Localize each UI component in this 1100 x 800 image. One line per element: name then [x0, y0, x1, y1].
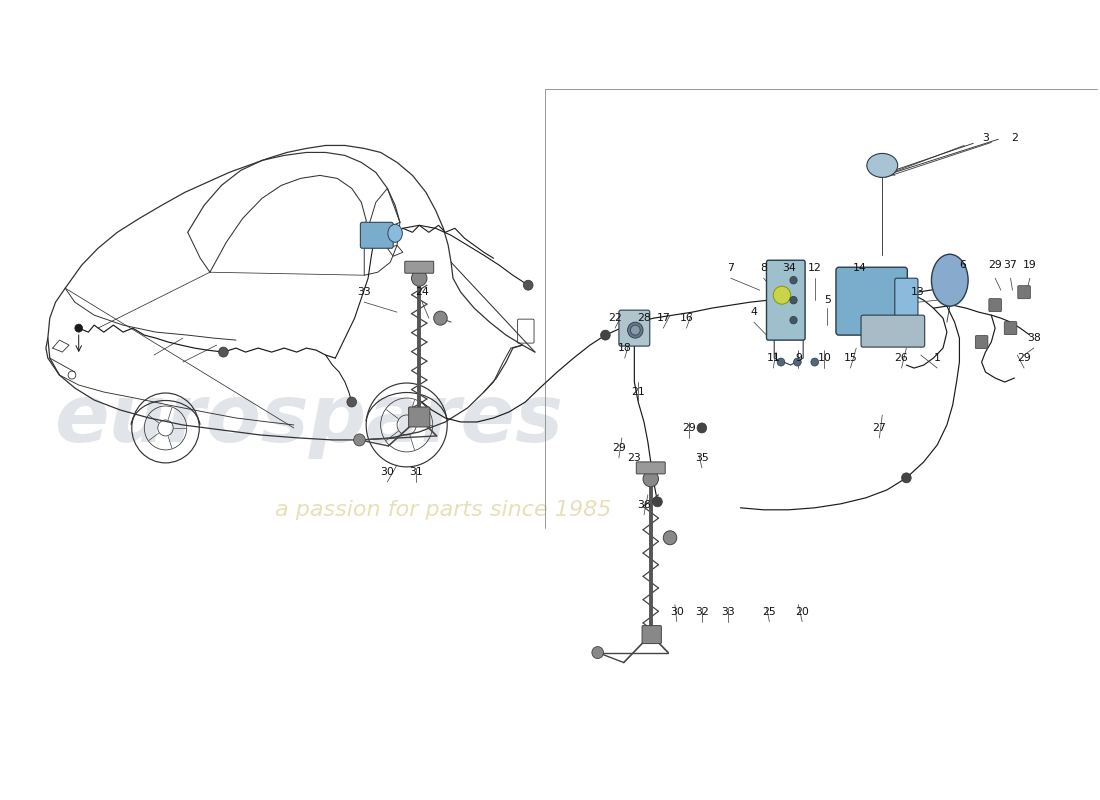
- Circle shape: [628, 322, 643, 338]
- Circle shape: [592, 646, 604, 658]
- FancyBboxPatch shape: [836, 267, 908, 335]
- Text: 27: 27: [872, 423, 887, 433]
- Text: 34: 34: [782, 263, 795, 274]
- Circle shape: [346, 397, 356, 407]
- Text: 32: 32: [695, 606, 708, 617]
- Text: 17: 17: [657, 313, 670, 323]
- Text: 21: 21: [631, 387, 645, 397]
- Circle shape: [811, 358, 818, 366]
- Text: 5: 5: [824, 295, 830, 305]
- Text: 12: 12: [807, 263, 822, 274]
- Text: 3: 3: [982, 134, 989, 143]
- Circle shape: [601, 330, 610, 340]
- Text: 35: 35: [695, 453, 708, 463]
- FancyBboxPatch shape: [642, 626, 661, 643]
- Circle shape: [902, 473, 911, 483]
- FancyBboxPatch shape: [976, 336, 988, 349]
- Text: 4: 4: [750, 307, 758, 317]
- FancyBboxPatch shape: [408, 407, 430, 427]
- Text: 24: 24: [415, 287, 429, 297]
- Circle shape: [777, 358, 784, 366]
- Text: 16: 16: [680, 313, 693, 323]
- FancyBboxPatch shape: [1004, 322, 1016, 334]
- Text: 29: 29: [682, 423, 696, 433]
- Circle shape: [433, 311, 448, 325]
- Text: 23: 23: [627, 453, 641, 463]
- Text: 26: 26: [894, 353, 909, 363]
- Circle shape: [524, 280, 534, 290]
- Ellipse shape: [388, 224, 403, 242]
- Text: 20: 20: [795, 606, 810, 617]
- FancyBboxPatch shape: [405, 262, 433, 274]
- Text: 7: 7: [727, 263, 734, 274]
- Text: 1: 1: [934, 353, 940, 363]
- FancyBboxPatch shape: [894, 278, 918, 324]
- Circle shape: [219, 347, 228, 357]
- Text: 29: 29: [1018, 353, 1031, 363]
- Text: 13: 13: [911, 287, 925, 297]
- Text: 33: 33: [720, 606, 735, 617]
- Circle shape: [663, 530, 676, 545]
- Text: 18: 18: [618, 343, 631, 353]
- FancyBboxPatch shape: [361, 222, 393, 248]
- Text: 22: 22: [608, 313, 622, 323]
- Text: 28: 28: [637, 313, 651, 323]
- FancyBboxPatch shape: [989, 298, 1001, 312]
- Circle shape: [644, 471, 659, 487]
- Text: 31: 31: [409, 467, 424, 477]
- Text: 30: 30: [670, 606, 684, 617]
- Text: 9: 9: [795, 353, 802, 363]
- Circle shape: [697, 423, 706, 433]
- Text: 29: 29: [612, 443, 626, 453]
- Circle shape: [790, 316, 798, 324]
- Text: 37: 37: [1003, 260, 1018, 270]
- Circle shape: [630, 325, 640, 335]
- Circle shape: [790, 277, 798, 284]
- Text: 19: 19: [1023, 260, 1036, 270]
- Circle shape: [793, 358, 801, 366]
- Circle shape: [353, 434, 365, 446]
- Text: 10: 10: [817, 353, 832, 363]
- Ellipse shape: [867, 154, 898, 178]
- Text: eurospares: eurospares: [54, 381, 563, 459]
- FancyBboxPatch shape: [636, 462, 666, 474]
- Text: 14: 14: [854, 263, 867, 274]
- FancyBboxPatch shape: [1018, 286, 1031, 298]
- Text: 33: 33: [358, 287, 371, 297]
- Text: 2: 2: [1011, 134, 1018, 143]
- Circle shape: [411, 270, 427, 286]
- Text: 29: 29: [988, 260, 1002, 270]
- Text: 6: 6: [959, 260, 966, 270]
- Circle shape: [75, 324, 82, 332]
- Text: 38: 38: [1026, 333, 1041, 343]
- Text: 15: 15: [844, 353, 857, 363]
- Ellipse shape: [932, 254, 968, 306]
- Text: 8: 8: [760, 263, 767, 274]
- FancyBboxPatch shape: [619, 310, 650, 346]
- FancyBboxPatch shape: [767, 260, 805, 340]
- Circle shape: [790, 296, 798, 304]
- Text: 11: 11: [767, 353, 780, 363]
- FancyBboxPatch shape: [861, 315, 925, 347]
- Text: 30: 30: [381, 467, 394, 477]
- Text: a passion for parts since 1985: a passion for parts since 1985: [275, 500, 612, 520]
- Text: 36: 36: [637, 500, 651, 510]
- Circle shape: [652, 497, 662, 507]
- Circle shape: [773, 286, 791, 304]
- Text: 25: 25: [762, 606, 777, 617]
